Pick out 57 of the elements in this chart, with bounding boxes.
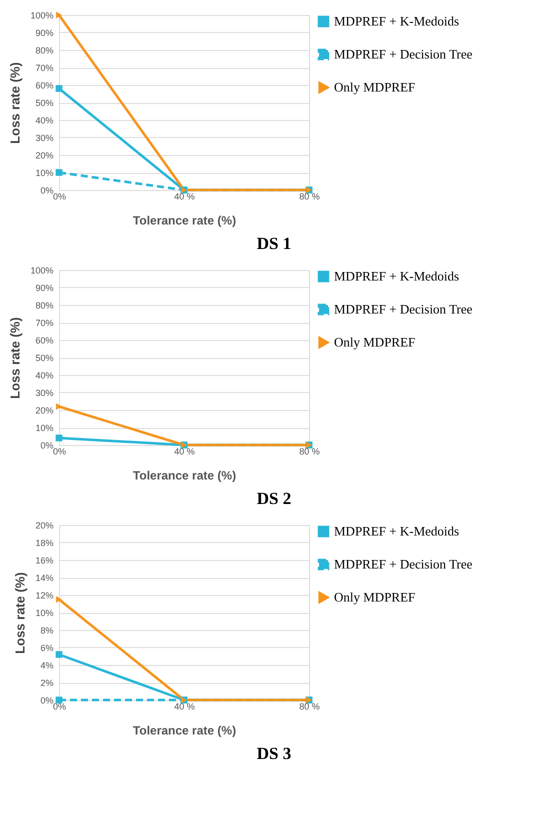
y-tick-label: 4% [40, 660, 54, 670]
y-axis-title: Loss rate (%) [7, 62, 22, 144]
y-tick-label: 100% [30, 266, 54, 276]
text: DS 2 [256, 489, 292, 508]
text: DS 1 [256, 234, 292, 253]
y-tick-label: 50% [35, 353, 54, 363]
x-tick-label: 80 % [299, 192, 320, 202]
legend-label: MDPREF + K-Medoids [334, 14, 460, 28]
y-tick-label: 10% [35, 423, 54, 433]
x-tick-label: 40 % [174, 446, 195, 456]
legend-label: MDPREF + Decision Tree [334, 46, 473, 62]
y-tick-label: 12% [35, 590, 54, 600]
text: DS 3 [256, 744, 292, 763]
y-tick-label: 8% [40, 626, 54, 636]
legend-label: MDPREF + Decision Tree [334, 302, 473, 316]
x-axis-title: Tolerance rate (%) [132, 724, 236, 738]
x-tick-label: 40 % [174, 192, 195, 202]
x-tick-label: 80 % [299, 446, 320, 456]
legend-label: MDPREF + K-Medoids [334, 524, 460, 538]
y-tick-label: 14% [35, 573, 54, 583]
y-tick-label: 80% [35, 46, 54, 56]
y-tick-label: 100% [30, 10, 54, 20]
legend-label: Only MDPREF [334, 80, 416, 94]
x-tick-label: 0% [52, 446, 66, 456]
y-tick-label: 6% [40, 643, 54, 653]
y-tick-label: 90% [35, 283, 54, 293]
y-tick-label: 10% [35, 168, 54, 178]
y-tick-label: 60% [35, 80, 54, 90]
y-tick-label: 40% [35, 370, 54, 380]
y-tick-label: 20% [35, 150, 54, 160]
y-tick-label: 18% [35, 538, 54, 548]
y-tick-label: 30% [35, 388, 54, 398]
y-axis-title: Loss rate (%) [7, 317, 22, 399]
y-tick-label: 2% [40, 678, 54, 688]
x-axis-title: Tolerance rate (%) [132, 468, 236, 482]
y-tick-label: 10% [35, 608, 54, 618]
legend-label: MDPREF + Decision Tree [334, 556, 473, 572]
y-axis-title: Loss rate (%) [12, 572, 28, 654]
y-tick-label: 16% [35, 556, 54, 566]
y-tick-label: 90% [35, 28, 54, 38]
y-tick-label: 60% [35, 336, 54, 346]
x-tick-label: 0% [52, 702, 66, 712]
x-axis-title: Tolerance rate (%) [132, 214, 236, 228]
x-tick-label: 80 % [299, 702, 320, 712]
y-tick-label: 80% [35, 300, 54, 310]
y-tick-label: 70% [35, 63, 54, 73]
y-tick-label: 50% [35, 98, 54, 108]
x-tick-label: 0% [52, 192, 66, 202]
legend-label: Only MDPREF [334, 590, 416, 604]
legend-label: Only MDPREF [334, 334, 416, 350]
y-tick-label: 30% [35, 133, 54, 143]
legend-label: MDPREF + K-Medoids [334, 268, 460, 284]
y-tick-label: 20% [35, 406, 54, 416]
y-tick-label: 20% [35, 520, 54, 530]
y-tick-label: 70% [35, 318, 54, 328]
y-tick-label: 40% [35, 116, 54, 126]
x-tick-label: 40 % [174, 702, 195, 712]
